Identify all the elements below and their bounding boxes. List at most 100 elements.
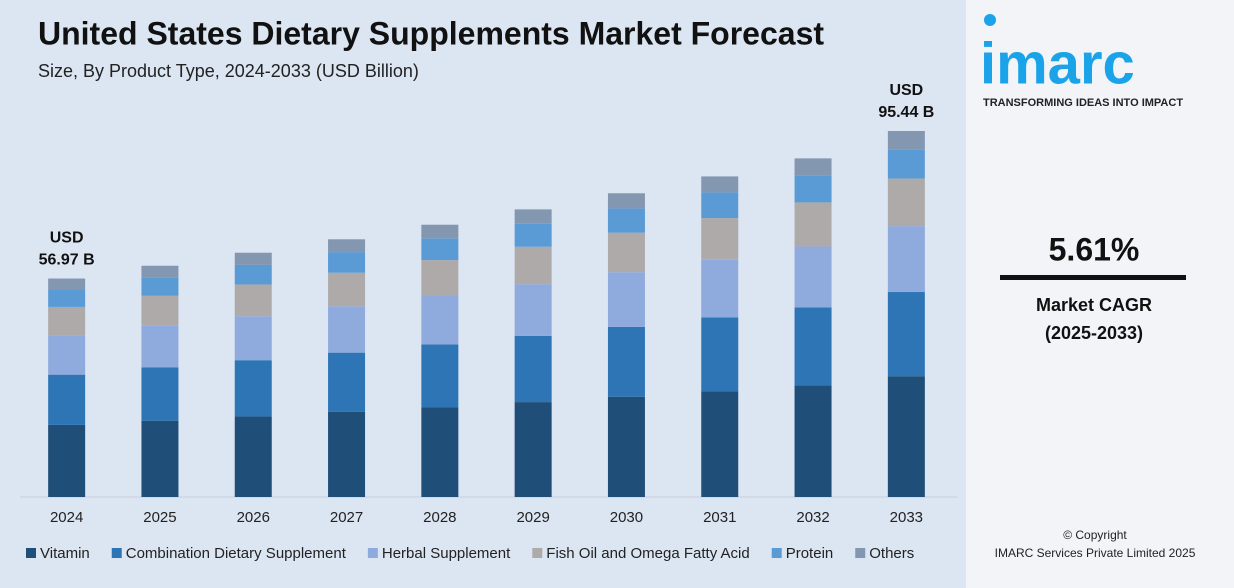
cagr-period: (2025-2033): [1045, 323, 1143, 343]
bar-segment: [514, 209, 552, 224]
bar-segment: [421, 407, 459, 497]
bar-segment: [328, 239, 366, 253]
bar-segment: [421, 295, 459, 345]
bar-segment: [607, 396, 645, 497]
bar-segment: [421, 260, 459, 296]
bar-segment: [421, 344, 459, 408]
bar-segment: [48, 278, 86, 290]
x-tick-label: 2027: [330, 509, 363, 526]
bar-segment: [514, 284, 552, 336]
bar-segment: [607, 193, 645, 209]
cagr-value: 5.61%: [1049, 231, 1140, 267]
bar-segment: [141, 277, 179, 296]
bar-segment: [48, 306, 86, 336]
logo-dot: [984, 14, 996, 26]
cagr-rule: [1000, 275, 1186, 280]
logo: imarc: [980, 31, 1135, 96]
chart-title: United States Dietary Supplements Market…: [38, 15, 824, 51]
legend-label: Fish Oil and Omega Fatty Acid: [546, 545, 749, 562]
copyright: © Copyright: [1063, 528, 1127, 542]
bar-segment: [328, 252, 366, 273]
legend-swatch: [111, 548, 122, 558]
side-panel: [966, 0, 1234, 588]
bar-segment: [701, 218, 739, 260]
bar-segment: [607, 232, 645, 273]
bar-segment: [421, 238, 459, 261]
bar-segment: [234, 416, 272, 497]
bar-segment: [141, 367, 179, 421]
legend-label: Combination Dietary Supplement: [126, 545, 347, 562]
bar-segment: [887, 226, 925, 293]
bar-segment: [794, 158, 832, 176]
legend-swatch: [855, 548, 866, 558]
bar-segment: [141, 295, 179, 326]
total-label: USD: [50, 230, 84, 247]
x-tick-label: 2030: [610, 509, 643, 526]
bar-segment: [887, 178, 925, 227]
bar-segment: [607, 272, 645, 327]
bar-segment: [234, 360, 272, 417]
bar-segment: [701, 176, 739, 193]
tagline: TRANSFORMING IDEAS INTO IMPACT: [983, 97, 1183, 109]
legend-swatch: [367, 548, 378, 558]
bar-segment: [794, 307, 832, 386]
bar-segment: [234, 252, 272, 265]
bar-segment: [514, 223, 552, 247]
bar-segment: [141, 265, 179, 278]
bar-segment: [794, 202, 832, 247]
bar-segment: [887, 376, 925, 497]
bar-segment: [514, 246, 552, 285]
x-tick-label: 2033: [890, 509, 923, 526]
cagr-label: Market CAGR: [1036, 295, 1152, 315]
bar-segment: [328, 411, 366, 497]
bar-segment: [234, 316, 272, 361]
bar-segment: [794, 175, 832, 203]
bar-segment: [514, 402, 552, 497]
bar-segment: [328, 306, 366, 353]
company: IMARC Services Private Limited 2025: [995, 546, 1196, 560]
x-tick-label: 2031: [703, 509, 736, 526]
legend-label: Protein: [786, 545, 834, 562]
bar-segment: [887, 149, 925, 179]
bar-segment: [794, 385, 832, 497]
bar-segment: [48, 424, 86, 497]
bar-segment: [328, 352, 366, 412]
legend-swatch: [26, 548, 36, 558]
x-tick-label: 2026: [237, 509, 270, 526]
plot: 2024 2025 2026 2027 2028 2029 2030 2031 2032 2033…: [39, 82, 935, 526]
bar-segment: [48, 374, 86, 425]
legend-label: Others: [869, 545, 914, 562]
legend-swatch: [532, 548, 543, 558]
x-tick-label: 2032: [796, 509, 829, 526]
x-tick-label: 2025: [143, 509, 176, 526]
legend-label: Herbal Supplement: [382, 545, 511, 562]
bar-segment: [701, 192, 739, 219]
total-label: 56.97 B: [39, 252, 95, 269]
total-label: USD: [889, 82, 923, 99]
bar-segment: [701, 259, 739, 318]
bar-segment: [701, 391, 739, 497]
x-tick-label: 2028: [423, 509, 456, 526]
x-tick-label: 2024: [50, 509, 83, 526]
bar-segment: [887, 292, 925, 377]
bar-segment: [234, 264, 272, 285]
bar-segment: [701, 317, 739, 392]
bar-segment: [141, 325, 179, 368]
bar-segment: [48, 289, 86, 307]
bar-segment: [514, 335, 552, 403]
legend-label: Vitamin: [40, 545, 90, 562]
bar-segment: [607, 326, 645, 397]
x-tick-label: 2029: [516, 509, 549, 526]
chart-subtitle: Size, By Product Type, 2024-2033 (USD Bi…: [38, 61, 419, 81]
bar-segment: [887, 131, 925, 150]
bar-segment: [421, 224, 459, 239]
bar-segment: [234, 284, 272, 317]
legend-swatch: [771, 548, 782, 558]
bar-segment: [794, 246, 832, 308]
legend: Vitamin Combination Dietary Supplement Her…: [26, 545, 914, 562]
total-label: 95.44 B: [878, 104, 934, 121]
bar-segment: [328, 272, 366, 307]
bar-segment: [141, 420, 179, 497]
bar-segment: [607, 208, 645, 233]
